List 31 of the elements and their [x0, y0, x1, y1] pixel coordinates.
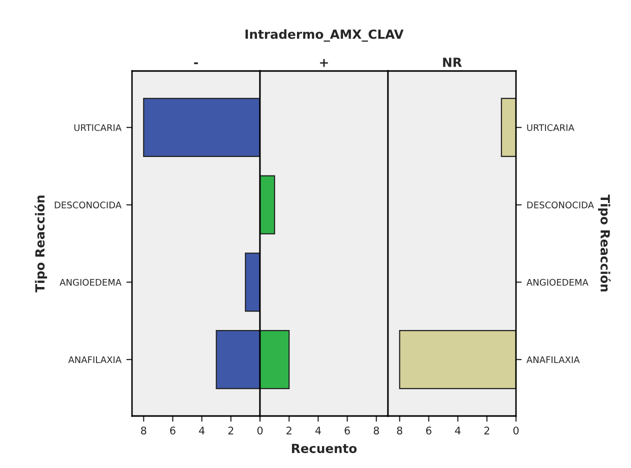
y-tick-label: ANAFILAXIA [526, 356, 580, 363]
y-tick-label: DESCONOCIDA [54, 202, 122, 208]
y-axis-title: Tipo Reacción [34, 196, 48, 292]
chart-title: Intradermo_AMX_CLAV [246, 29, 404, 42]
chart-subtitle: NR [443, 58, 462, 67]
x-tick-label: 4 [199, 426, 205, 434]
chart-subtitle: - [194, 62, 198, 64]
x-tick-label: 0 [257, 426, 263, 434]
x-tick-label: 6 [170, 426, 176, 434]
x-tick-label: 6 [344, 426, 350, 434]
y-axis-title: Tipo Reacción [598, 194, 611, 292]
x-tick-label: 2 [286, 426, 292, 434]
y-tick-label: ANGIOEDEMA [60, 278, 122, 286]
x-tick-label: 6 [426, 426, 432, 434]
bar [244, 252, 260, 312]
x-tick-label: 4 [315, 426, 321, 434]
x-tick-label: 2 [484, 426, 490, 434]
y-tick-label: ANGIOEDEMA [526, 278, 588, 286]
y-tick-label: DESCONOCIDA [527, 202, 594, 208]
x-tick-label: 8 [374, 426, 379, 434]
y-tick-label: URTICARIA [74, 124, 122, 132]
x-tick-label: 8 [141, 426, 146, 434]
x-axis-title: Recuento [292, 444, 357, 454]
x-tick-label: 8 [397, 426, 402, 434]
x-tick-label: 4 [455, 426, 461, 434]
chart-subtitle: + [320, 58, 328, 67]
x-tick-label: 0 [513, 426, 519, 434]
bar [143, 98, 260, 158]
y-tick-label: URTICARIA [527, 124, 574, 132]
x-tick-label: 2 [228, 426, 234, 434]
y-tick-label: ANAFILAXIA [68, 356, 122, 363]
